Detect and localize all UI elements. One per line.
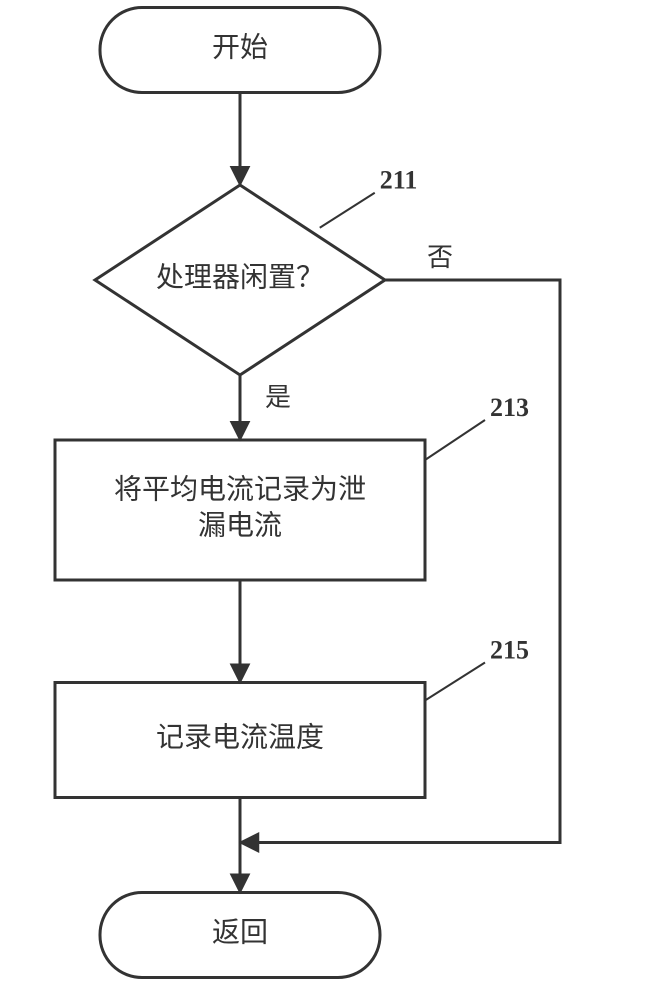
ref-211: 211 — [380, 166, 418, 195]
ref-leader-215 — [425, 663, 485, 701]
proc2-label: 记录电流温度 — [156, 721, 324, 753]
ref-213: 213 — [490, 393, 529, 422]
ref-215: 215 — [490, 635, 529, 664]
edge-yes-label: 是 — [265, 383, 291, 412]
edge-decision-no — [240, 280, 560, 843]
proc1-label-line1: 将平均电流记录为泄 — [114, 473, 366, 505]
flowchart-canvas: 开始处理器闲置？ 211 将平均电流记录为泄漏电流 213 记录电流温度 215 返回 是 否 — [0, 0, 670, 1000]
start-label: 开始 — [212, 31, 268, 63]
ref-leader-211 — [320, 193, 375, 228]
decision-label: 处理器闲置？ — [156, 261, 324, 293]
ref-leader-213 — [425, 420, 485, 460]
proc1-label-line2: 漏电流 — [198, 509, 282, 541]
return-label: 返回 — [212, 917, 268, 948]
edge-no-label: 否 — [427, 243, 453, 272]
